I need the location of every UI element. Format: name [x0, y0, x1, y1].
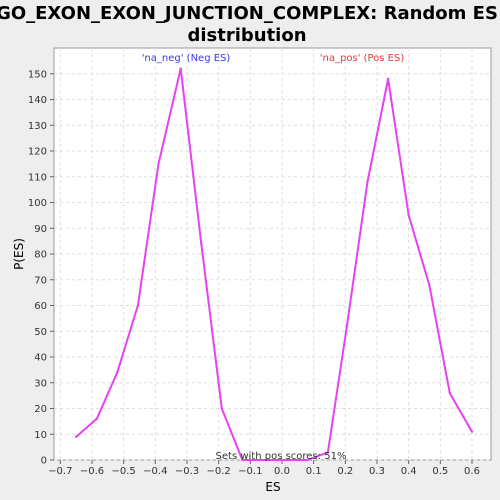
y-tick-label: 10: [34, 430, 47, 441]
x-tick-label: 0.3: [369, 466, 385, 477]
y-tick-label: 150: [28, 69, 47, 80]
series-line: [75, 67, 473, 461]
x-tick-label: −0.4: [143, 466, 167, 477]
data-point: [326, 451, 330, 454]
x-tick-label: 0.6: [464, 466, 480, 477]
data-point: [241, 458, 244, 462]
x-tick-label: −0.5: [112, 466, 136, 477]
data-point: [136, 304, 140, 307]
y-tick-label: 50: [34, 327, 47, 338]
series-group: [74, 67, 474, 462]
x-tick-label: 0.2: [337, 466, 353, 477]
x-tick-label: −0.7: [48, 466, 72, 477]
data-point: [448, 391, 452, 395]
x-tick-label: 0.5: [432, 466, 448, 477]
chart-title-line-1: GO_EXON_EXON_JUNCTION_COMPLEX: Random ES: [0, 3, 498, 24]
neg-es-label: 'na_neg' (Neg ES): [142, 53, 231, 64]
y-tick-label: 30: [34, 378, 47, 389]
y-tick-label: 0: [41, 456, 47, 467]
data-point: [200, 242, 203, 245]
data-point: [95, 417, 98, 420]
data-point: [470, 430, 474, 433]
data-point: [283, 458, 287, 462]
x-axis: −0.7 −0.6 −0.5 −0.4 −0.3 −0.2 −0.1 0.0 0.1 0.2 0.3…: [48, 460, 480, 477]
data-point: [179, 67, 182, 70]
y-tick-label: 100: [28, 198, 47, 209]
x-tick-label: 0.4: [401, 466, 417, 477]
data-point: [157, 162, 160, 166]
y-tick-label: 140: [28, 95, 47, 106]
y-tick-label: 70: [34, 275, 47, 286]
data-point: [407, 214, 410, 217]
data-point: [428, 283, 431, 287]
x-tick-label: −0.2: [207, 466, 231, 477]
y-tick-label: 80: [34, 250, 47, 261]
y-axis: 0 10 20 30 40 50 60 70 80 90 100 110 120 130 140 150: [28, 69, 54, 467]
data-point: [220, 407, 224, 410]
y-tick-label: 130: [28, 121, 47, 132]
data-point: [345, 324, 349, 328]
x-tick-label: −0.3: [175, 466, 199, 477]
y-tick-label: 120: [28, 147, 47, 158]
pos-es-label: 'na_pos' (Pos ES): [320, 53, 405, 64]
x-tick-label: 0.0: [274, 466, 290, 477]
data-point: [116, 371, 119, 374]
y-tick-label: 60: [34, 301, 47, 312]
y-tick-label: 40: [34, 353, 47, 364]
sets-with-pos-scores-label: Sets with pos scores: 51%: [216, 451, 347, 462]
data-point: [306, 458, 309, 462]
x-tick-label: 0.1: [306, 466, 322, 477]
x-tick-label: −0.1: [238, 466, 262, 477]
y-tick-label: 20: [34, 404, 47, 415]
x-tick-label: −0.6: [80, 466, 104, 477]
data-point: [366, 180, 369, 184]
data-point: [386, 77, 390, 81]
grid-lines: [54, 48, 491, 461]
x-axis-label: ES: [265, 480, 280, 494]
data-point: [74, 435, 78, 439]
data-point: [261, 458, 265, 462]
chart-title-line-2: distribution: [187, 25, 306, 46]
y-tick-label: 110: [28, 172, 47, 183]
y-tick-label: 90: [34, 224, 47, 235]
y-axis-label: P(ES): [12, 238, 26, 270]
